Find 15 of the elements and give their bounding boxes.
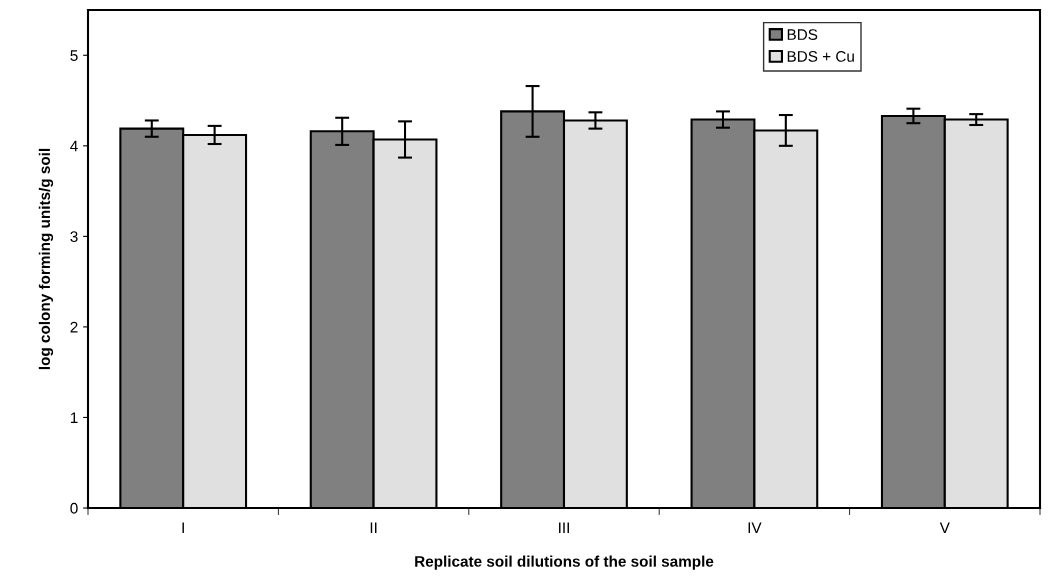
y-tick-label: 0 xyxy=(70,502,78,514)
x-tick-label: IV xyxy=(748,522,762,533)
y-tick-label: 5 xyxy=(70,50,78,61)
y-axis-title: log colony forming units/g soil xyxy=(38,148,54,370)
x-tick-label: I xyxy=(182,522,184,533)
y-tick-label: 4 xyxy=(70,140,78,152)
legend-label: BDS + Cu xyxy=(787,51,854,62)
x-tick-label: III xyxy=(559,522,569,533)
x-tick-label: II xyxy=(370,522,377,533)
y-tick-label: 1 xyxy=(70,412,78,423)
x-axis-title: Replicate soil dilutions of the soil sample xyxy=(415,555,714,570)
y-tick-label: 2 xyxy=(70,321,78,333)
x-tick-label: V xyxy=(939,522,950,533)
y-tick-label: 3 xyxy=(70,231,78,243)
legend-label: BDS xyxy=(787,29,818,40)
